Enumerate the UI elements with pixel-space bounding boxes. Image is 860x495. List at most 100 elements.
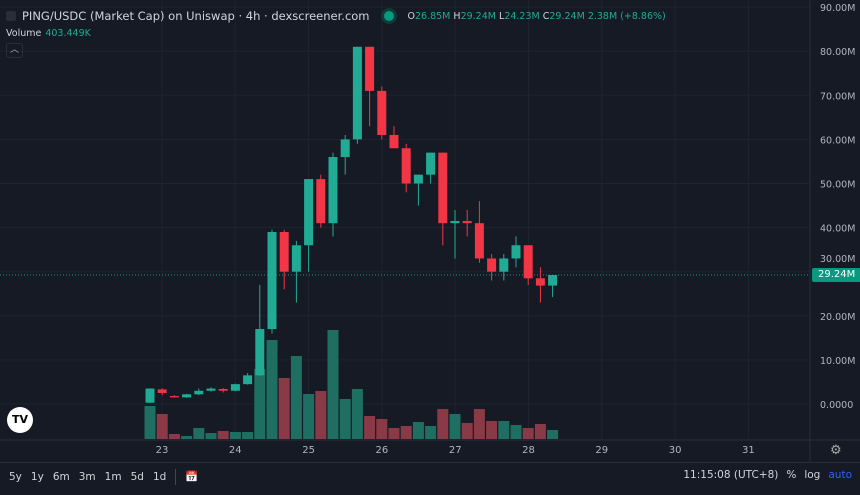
volume-bar [364,416,376,439]
volume-bar [388,428,400,439]
range-1m[interactable]: 1m [104,470,122,483]
volume-bar [144,406,156,439]
volume-bar [168,434,180,439]
volume-bar [315,391,327,439]
candle-body [438,152,448,224]
range-1y[interactable]: 1y [30,470,44,483]
y-tick-label: 0.0000 [820,400,853,411]
candle-body [487,258,497,272]
volume-bar [327,330,339,439]
y-tick-label: 10.00M [820,356,855,367]
divider [175,468,177,485]
candle-body [218,389,228,391]
volume-bar [461,423,473,439]
candle-body [169,396,179,398]
candle-body [511,245,521,259]
candle-body [291,245,301,272]
y-tick-label: 90.00M [820,3,855,14]
volume-bar [181,436,193,439]
calendar-goto-icon[interactable]: 📅 [185,471,199,483]
candle-body [450,220,460,224]
clock: 11:15:08 (UTC+8) [683,469,779,481]
tradingview-logo[interactable]: TV [7,407,33,433]
volume-bar [254,369,266,439]
x-tick-label: 26 [376,445,389,456]
x-tick-label: 30 [669,445,682,456]
volume-bar [449,414,461,439]
settings-gear-icon[interactable]: ⚙ [830,443,842,458]
volume-bar [217,431,229,439]
volume-bar [339,399,351,439]
candle-body [255,329,265,376]
y-tick-label: 40.00M [820,224,855,235]
percent-toggle[interactable]: % [786,469,797,481]
candle-body [499,258,509,272]
symbol-icon [6,11,16,21]
candle-body [182,394,192,398]
volume-bar [229,432,241,439]
range-1d[interactable]: 1d [152,470,167,483]
y-tick-label: 20.00M [820,312,855,323]
chart-title: PING/USDC (Market Cap) on Uniswap · 4h ·… [22,9,370,23]
auto-toggle[interactable]: auto [828,469,852,481]
y-tick-label: 50.00M [820,180,855,191]
volume-bar [351,389,363,439]
footer-right: 11:15:08 (UTC+8) % log auto [683,469,852,481]
candle-body [328,157,338,224]
candle-body [426,152,436,175]
volume-bar [266,340,278,439]
log-toggle[interactable]: log [804,469,821,481]
volume-bar [498,421,510,439]
volume-bar [437,409,449,439]
y-tick-label: 60.00M [820,135,855,146]
volume-bar [193,428,205,439]
candle-body [230,384,240,391]
candle-body [523,245,533,279]
volume-bar [278,378,290,439]
range-6m[interactable]: 6m [52,470,70,483]
volume-bar [290,356,302,439]
volume-bar [425,426,437,439]
volume-bar [412,422,424,439]
chevron-up-icon[interactable]: ︿ [6,43,23,58]
bottom-toolbar: 5y 1y 6m 3m 1m 5d 1d 📅 [0,462,860,490]
last-price-label: 29.24M [812,268,860,282]
volume-bar [303,394,315,439]
candle-body [474,223,484,259]
volume-bar [522,428,534,439]
candle-body [206,388,216,391]
volume-bar [486,421,498,439]
candle-body [548,275,558,286]
candle-body [304,179,314,246]
range-5y[interactable]: 5y [9,470,22,483]
candle-body [389,134,399,149]
y-tick-label: 70.00M [820,91,855,102]
candle-body [145,388,155,403]
x-tick-label: 23 [156,445,169,456]
x-tick-label: 24 [229,445,242,456]
candle-body [243,375,253,385]
candle-body [279,232,289,272]
x-tick-label: 27 [449,445,462,456]
candle-body [413,174,423,184]
candle-body [462,220,472,224]
candle-body [194,390,204,395]
candle-body [340,139,350,158]
price-chart[interactable]: 90.00M 80.00M 70.00M 60.00M 50.00M 40.00M 30.0… [0,0,860,462]
candle-body [267,232,277,330]
chart-header: PING/USDC (Market Cap) on Uniswap · 4h ·… [6,9,666,23]
candle-body [365,46,375,91]
volume-bar [205,433,217,439]
x-tick-label: 25 [302,445,315,456]
x-tick-label: 28 [522,445,535,456]
x-tick-label: 31 [742,445,755,456]
volume-bar [242,432,254,439]
range-5d[interactable]: 5d [130,470,144,483]
market-status-icon [383,11,394,21]
y-tick-label: 30.00M [820,254,855,265]
volume-bar [400,426,412,439]
range-3m[interactable]: 3m [78,470,96,483]
volume-bar [376,419,388,439]
volume-bar [473,409,485,439]
candle-body [377,90,387,135]
